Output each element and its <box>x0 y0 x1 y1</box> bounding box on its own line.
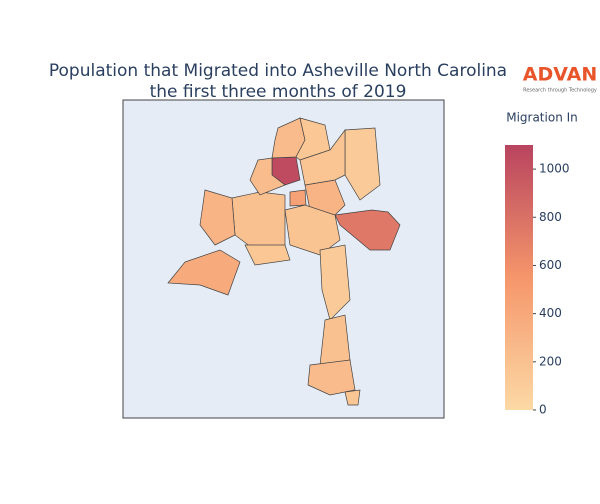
logo-tagline: Research through Technology <box>523 88 597 94</box>
chart-title: the first three months of 2019 <box>150 82 407 102</box>
colorbar-tick-label: 400 <box>539 306 562 320</box>
region <box>319 244 351 321</box>
chart-title: Population that Migrated into Asheville … <box>49 61 507 81</box>
region <box>334 209 401 251</box>
colorbar-tick-label: 600 <box>539 258 562 272</box>
region <box>244 244 291 266</box>
colorbar <box>505 145 533 410</box>
region <box>307 359 356 396</box>
region <box>284 204 341 256</box>
region <box>199 189 236 246</box>
region <box>167 249 241 296</box>
region <box>299 128 346 186</box>
logo-name: ADVAN <box>523 64 598 86</box>
region <box>344 389 361 406</box>
colorbar-tick-label: 1000 <box>539 162 570 176</box>
colorbar-tick-label: 200 <box>539 354 562 368</box>
colorbar-tick-label: 0 <box>539 403 547 417</box>
colorbar-tick-label: 800 <box>539 210 562 224</box>
region <box>319 314 351 366</box>
colorbar-title: Migration In <box>506 111 578 125</box>
region <box>249 157 286 196</box>
region <box>289 189 307 207</box>
regions <box>167 117 401 406</box>
